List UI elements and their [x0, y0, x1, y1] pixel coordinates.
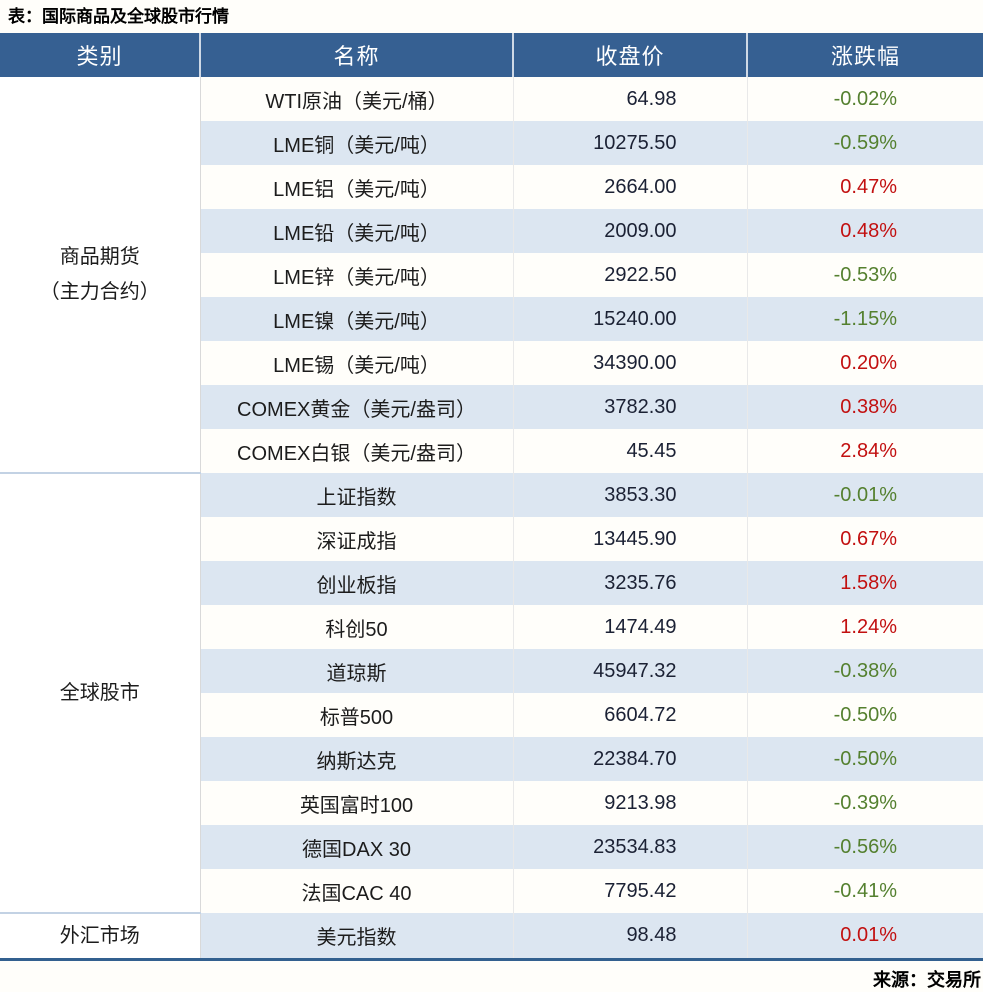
change-cell: -0.50%	[747, 737, 983, 781]
close-cell: 3782.30	[513, 385, 748, 429]
close-cell: 2664.00	[513, 165, 748, 209]
table-row: LME铝（美元/吨） 2664.00 0.47%	[0, 165, 983, 209]
table-row: 外汇市场 美元指数 98.48 0.01%	[0, 912, 983, 960]
category-cell: 商品期货 （主力合约）	[0, 77, 201, 473]
category-cell: 全球股市	[0, 472, 201, 913]
name-cell: 英国富时100	[200, 781, 514, 825]
close-cell: 23534.83	[513, 825, 748, 869]
close-cell: 45.45	[513, 429, 748, 473]
change-cell: -0.56%	[747, 825, 983, 869]
close-cell: 3853.30	[513, 473, 748, 517]
name-cell: 深证成指	[200, 517, 514, 561]
name-cell: WTI原油（美元/桶）	[200, 77, 514, 121]
name-cell: 科创50	[200, 605, 514, 649]
close-cell: 9213.98	[513, 781, 748, 825]
header-row: 类别 名称 收盘价 涨跌幅	[0, 33, 983, 77]
table-row: 全球股市 上证指数 3853.30 -0.01%	[0, 472, 983, 913]
change-cell: -0.53%	[833, 263, 897, 286]
change-cell: -0.59%	[747, 121, 983, 165]
table-row: LME铅（美元/吨） 2009.00 0.48%	[0, 209, 983, 253]
change-cell: -0.39%	[833, 791, 897, 814]
table-row: COMEX黄金（美元/盎司） 3782.30 0.38%	[0, 385, 983, 429]
table-row: 道琼斯 45947.32 -0.38%	[0, 649, 983, 693]
close-cell: 2922.50	[513, 253, 748, 297]
change-cell: 0.38%	[747, 385, 983, 429]
change-cell: -0.02%	[833, 87, 897, 110]
name-cell: 法国CAC 40	[200, 869, 514, 913]
name-cell: 道琼斯	[200, 649, 514, 693]
change-cell: -0.50%	[833, 703, 897, 726]
close-cell: 34390.00	[513, 341, 748, 385]
table-row: 创业板指 3235.76 1.58%	[0, 561, 983, 605]
name-cell: LME铝（美元/吨）	[200, 165, 514, 209]
col-header-change: 涨跌幅	[746, 33, 983, 77]
name-cell: LME锡（美元/吨）	[200, 341, 514, 385]
name-cell: COMEX黄金（美元/盎司）	[200, 385, 514, 429]
category-cell: 外汇市场	[0, 912, 201, 960]
name-cell: LME铜（美元/吨）	[200, 121, 514, 165]
close-cell: 2009.00	[513, 209, 748, 253]
name-cell: 美元指数	[200, 913, 514, 960]
table-body: 商品期货 （主力合约） WTI原油（美元/桶） 64.98 -0.02% LME铜（美元…	[0, 77, 983, 960]
name-cell: 标普500	[200, 693, 514, 737]
page-title: 表：国际商品及全球股市行情	[8, 7, 229, 26]
change-cell: 1.24%	[840, 615, 897, 638]
change-cell: 0.01%	[747, 913, 983, 960]
close-cell: 10275.50	[513, 121, 748, 165]
change-cell: -1.15%	[747, 297, 983, 341]
change-cell: 0.48%	[747, 209, 983, 253]
change-cell: -0.01%	[747, 473, 983, 517]
source-label: 来源：交易所	[873, 970, 981, 990]
close-cell: 22384.70	[513, 737, 748, 781]
change-cell: 2.84%	[840, 439, 897, 462]
close-cell: 7795.42	[513, 869, 748, 913]
name-cell: LME铅（美元/吨）	[200, 209, 514, 253]
table-row: 深证成指 13445.90 0.67%	[0, 517, 983, 561]
close-cell: 64.98	[513, 77, 748, 121]
name-cell: COMEX白银（美元/盎司）	[200, 429, 514, 473]
close-cell: 3235.76	[513, 561, 748, 605]
table-row: 纳斯达克 22384.70 -0.50%	[0, 737, 983, 781]
table-row: 法国CAC 40 7795.42 -0.41%	[0, 869, 983, 913]
table-row: LME镍（美元/吨） 15240.00 -1.15%	[0, 297, 983, 341]
table-row: 标普500 6604.72 -0.50%	[0, 693, 983, 737]
name-cell: 上证指数	[200, 473, 514, 517]
change-cell: 0.67%	[840, 527, 897, 550]
table-row: COMEX白银（美元/盎司） 45.45 2.84%	[0, 429, 983, 473]
change-cell: 0.47%	[840, 175, 897, 198]
table-row: 科创50 1474.49 1.24%	[0, 605, 983, 649]
change-cell: 1.58%	[747, 561, 983, 605]
close-cell: 15240.00	[513, 297, 748, 341]
table-row: 德国DAX 30 23534.83 -0.56%	[0, 825, 983, 869]
table-row: 商品期货 （主力合约） WTI原油（美元/桶） 64.98 -0.02%	[0, 77, 983, 473]
close-cell: 13445.90	[513, 517, 748, 561]
col-header-close: 收盘价	[512, 33, 747, 77]
close-cell: 1474.49	[513, 605, 748, 649]
table-row: LME锡（美元/吨） 34390.00 0.20%	[0, 341, 983, 385]
col-header-name: 名称	[199, 33, 513, 77]
name-cell: 创业板指	[200, 561, 514, 605]
name-cell: 纳斯达克	[200, 737, 514, 781]
table-row: 英国富时100 9213.98 -0.39%	[0, 781, 983, 825]
name-cell: 德国DAX 30	[200, 825, 514, 869]
change-cell: -0.38%	[747, 649, 983, 693]
change-cell: 0.20%	[840, 351, 897, 374]
change-cell: -0.41%	[833, 879, 897, 902]
table-header: 类别 名称 收盘价 涨跌幅	[0, 33, 983, 77]
close-cell: 45947.32	[513, 649, 748, 693]
name-cell: LME锌（美元/吨）	[200, 253, 514, 297]
close-cell: 6604.72	[513, 693, 748, 737]
market-table: 类别 名称 收盘价 涨跌幅 商品期货 （主力合约） WTI原油（美元/桶） 64.9…	[0, 33, 983, 961]
close-cell: 98.48	[513, 913, 748, 960]
name-cell: LME镍（美元/吨）	[200, 297, 514, 341]
table-row: LME铜（美元/吨） 10275.50 -0.59%	[0, 121, 983, 165]
col-header-category: 类别	[0, 33, 200, 77]
table-row: LME锌（美元/吨） 2922.50 -0.53%	[0, 253, 983, 297]
